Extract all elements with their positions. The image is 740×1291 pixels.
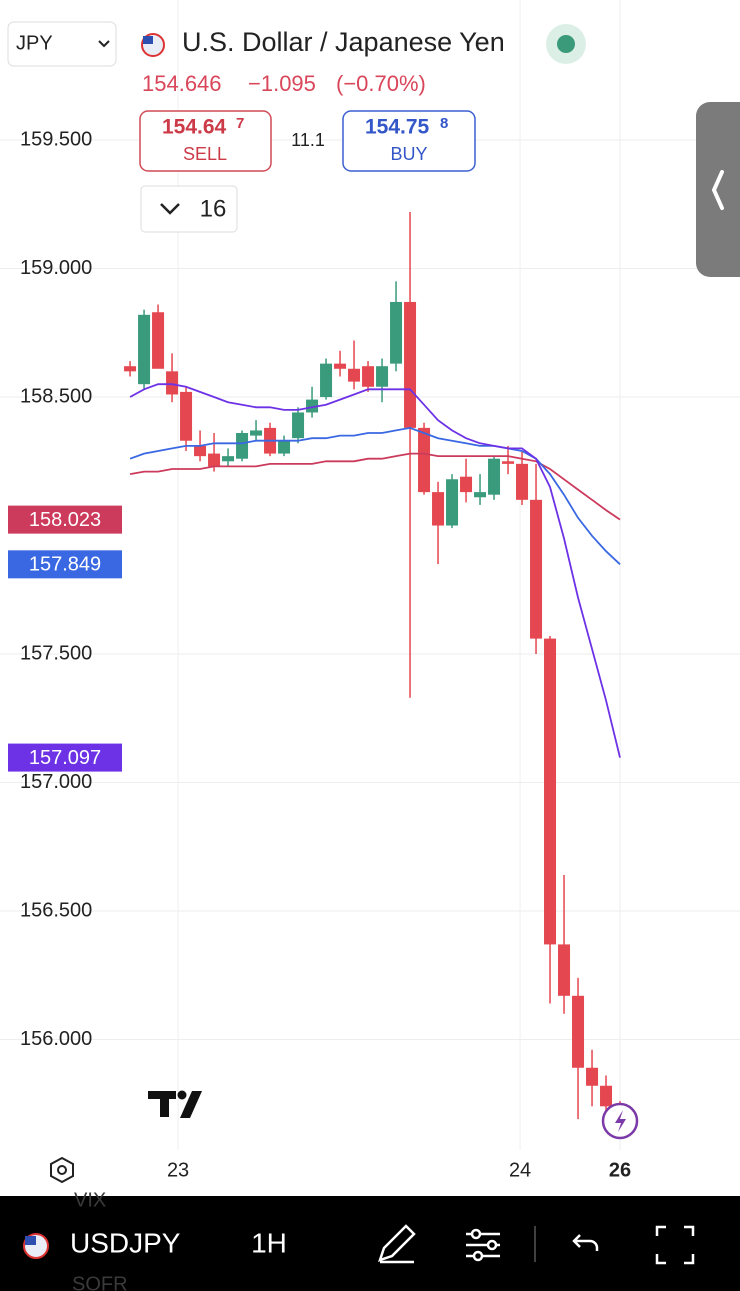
candle-body (292, 412, 305, 439)
ghost-symbol: VIX (74, 1189, 106, 1211)
ghost-symbol: SOFR (72, 1273, 128, 1291)
buy-button[interactable] (342, 110, 476, 172)
settings-icon[interactable] (50, 1156, 74, 1184)
undo-button[interactable] (572, 1234, 599, 1251)
side-panel-tab[interactable] (696, 102, 740, 277)
candle-body (194, 445, 207, 457)
settings-icon-dot (57, 1165, 67, 1175)
x-tick-label: 23 (167, 1159, 189, 1181)
candle-body (180, 391, 193, 441)
candle-body (236, 433, 249, 459)
chevron (160, 203, 180, 215)
market-status (557, 35, 575, 53)
y-tick-label: 159.500 (20, 128, 92, 150)
bolt-icon (615, 1110, 626, 1132)
candle-body (334, 363, 347, 369)
sell-price: 154.64 (162, 116, 227, 139)
toolbar-symbol[interactable]: USDJPY (70, 1227, 181, 1258)
candle-body (502, 461, 515, 464)
y-tick-label: 159.000 (20, 257, 92, 279)
fullscreen-button[interactable] (655, 1225, 695, 1265)
y-tick-label: 156.500 (20, 899, 92, 921)
draw-tool[interactable] (378, 1224, 416, 1264)
sell-pip: 7 (236, 115, 244, 132)
flag-canton (143, 36, 153, 44)
y-tick-label: 156.000 (20, 1028, 92, 1050)
candle-body (558, 944, 571, 996)
candle-body (390, 301, 403, 364)
candle-body (572, 995, 585, 1068)
candle-body (460, 476, 473, 493)
candle-body (446, 479, 459, 526)
y-tick-label: 158.500 (20, 385, 92, 407)
moving-average (129, 383, 621, 758)
candle-body (488, 458, 501, 495)
candle-body (544, 638, 557, 945)
buy-pip: 8 (440, 115, 448, 132)
candle-body (530, 499, 543, 639)
candle-body (250, 430, 263, 436)
candle-body (222, 456, 235, 462)
candle-body (138, 314, 151, 385)
price-tag-label: 157.097 (29, 747, 101, 769)
symbol-title: U.S. Dollar / Japanese Yen (182, 27, 505, 57)
moving-average (129, 452, 621, 521)
chevron (711, 170, 724, 210)
buy-price: 154.75 (365, 116, 430, 139)
chart-area: 156.000 156.500 157.000 157.500 158.500 159.0… (0, 0, 740, 1150)
price-change-pct: (−0.70%) (336, 71, 426, 96)
currency-label: JPY (16, 32, 53, 54)
candle-body (306, 399, 319, 413)
currency-select[interactable] (7, 21, 117, 67)
interval-select[interactable] (140, 185, 238, 233)
candle-body (516, 463, 529, 500)
sell-label: SELL (183, 144, 227, 164)
candle-body (404, 301, 417, 428)
candle-body (376, 366, 389, 387)
chevron (98, 40, 110, 48)
candle-body (208, 453, 221, 467)
candle-body (278, 440, 291, 454)
toolbar (0, 1196, 740, 1291)
spread: 11.1 (291, 130, 325, 150)
candle-body (166, 371, 179, 395)
price-tag (8, 743, 122, 772)
candle-body (362, 366, 375, 387)
candle-body (418, 427, 431, 493)
last-price: 154.646 (142, 71, 222, 96)
x-tick-label: 24 (509, 1159, 531, 1181)
flag-canton (25, 1236, 36, 1245)
candle-body (320, 363, 333, 398)
price-tag-label: 157.849 (29, 554, 101, 576)
candle-body (124, 366, 137, 372)
candle-body (474, 492, 487, 498)
indicators-button[interactable] (466, 1228, 500, 1262)
toolbar-interval[interactable]: 1H (251, 1227, 287, 1258)
moving-average (129, 426, 621, 565)
candle-body (432, 492, 445, 526)
price-tag (8, 550, 122, 579)
price-tag-label: 158.023 (29, 509, 101, 531)
sell-button[interactable] (139, 110, 272, 172)
interval-count: 16 (200, 195, 227, 222)
candle-body (348, 368, 361, 382)
candle-body (152, 312, 165, 369)
x-tick-label: 26 (609, 1159, 631, 1181)
candle-body (586, 1067, 599, 1086)
logo (148, 1090, 202, 1118)
price-change: −1.095 (248, 71, 316, 96)
y-tick-label: 157.500 (20, 642, 92, 664)
buy-label: BUY (390, 144, 427, 164)
y-tick-label: 157.000 (20, 771, 92, 793)
price-tag (8, 505, 122, 534)
candle-body (600, 1085, 613, 1107)
